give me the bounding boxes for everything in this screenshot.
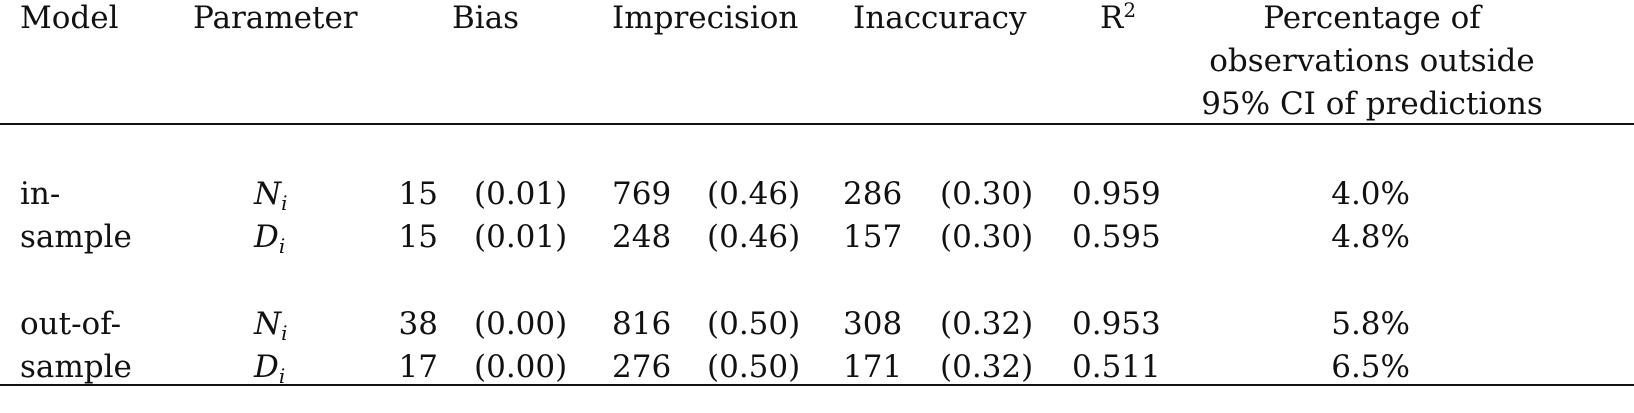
percentage-value: 6.5% [1331, 349, 1410, 385]
model-label-line-2: sample [20, 349, 132, 385]
header-model: Model [20, 0, 119, 36]
bias-value: 17 [398, 349, 438, 385]
percentage-value: 5.8% [1331, 306, 1410, 342]
parameter-cell: Ni [254, 176, 288, 215]
inaccuracy-paren: (0.32) [940, 349, 1034, 385]
header-percentage-line-2: observations outside [1209, 43, 1535, 79]
parameter-subscript: i [278, 364, 286, 388]
inaccuracy-value: 308 [843, 306, 903, 342]
header-r-squared-exponent: 2 [1123, 0, 1137, 22]
bias-paren: (0.01) [474, 176, 568, 212]
inaccuracy-value: 171 [843, 349, 903, 385]
header-r-squared-base: R [1100, 0, 1124, 36]
header-r-squared: R2 [1100, 0, 1136, 36]
r-squared-value: 0.595 [1072, 219, 1161, 255]
parameter-subscript: i [281, 191, 288, 215]
model-label-line-1: out-of- [20, 306, 122, 342]
parameter-cell: Di [254, 219, 286, 258]
header-percentage-line-1: Percentage of [1263, 0, 1481, 36]
percentage-value: 4.8% [1331, 219, 1410, 255]
header-inaccuracy: Inaccuracy [853, 0, 1027, 36]
parameter-base: D [254, 349, 279, 385]
header-imprecision: Imprecision [612, 0, 799, 36]
parameter-subscript: i [278, 234, 286, 258]
inaccuracy-paren: (0.30) [940, 176, 1034, 212]
header-parameter: Parameter [193, 0, 358, 36]
imprecision-paren: (0.50) [707, 349, 801, 385]
parameter-cell: Ni [254, 306, 288, 345]
r-squared-value: 0.511 [1072, 349, 1161, 385]
imprecision-paren: (0.46) [707, 219, 801, 255]
bias-value: 15 [398, 219, 438, 255]
imprecision-value: 276 [612, 349, 672, 385]
parameter-base: D [254, 219, 279, 255]
bias-paren: (0.00) [474, 349, 568, 385]
model-label-line-1: in- [20, 176, 61, 212]
bias-value: 15 [398, 176, 438, 212]
parameter-cell: Di [254, 349, 286, 388]
bottom-rule [0, 384, 1634, 386]
imprecision-paren: (0.50) [707, 306, 801, 342]
r-squared-value: 0.953 [1072, 306, 1161, 342]
percentage-value: 4.0% [1331, 176, 1410, 212]
header-rule [0, 123, 1634, 125]
parameter-subscript: i [281, 321, 288, 345]
inaccuracy-value: 157 [843, 219, 903, 255]
imprecision-paren: (0.46) [707, 176, 801, 212]
bias-paren: (0.00) [474, 306, 568, 342]
bias-paren: (0.01) [474, 219, 568, 255]
model-label-line-2: sample [20, 219, 132, 255]
header-percentage-line-3: 95% CI of predictions [1201, 86, 1543, 122]
imprecision-value: 816 [612, 306, 672, 342]
imprecision-value: 248 [612, 219, 672, 255]
bias-value: 38 [398, 306, 438, 342]
header-bias: Bias [452, 0, 520, 36]
parameter-base: N [254, 176, 282, 212]
parameter-base: N [254, 306, 282, 342]
inaccuracy-paren: (0.32) [940, 306, 1034, 342]
inaccuracy-value: 286 [843, 176, 903, 212]
r-squared-value: 0.959 [1072, 176, 1161, 212]
inaccuracy-paren: (0.30) [940, 219, 1034, 255]
imprecision-value: 769 [612, 176, 672, 212]
